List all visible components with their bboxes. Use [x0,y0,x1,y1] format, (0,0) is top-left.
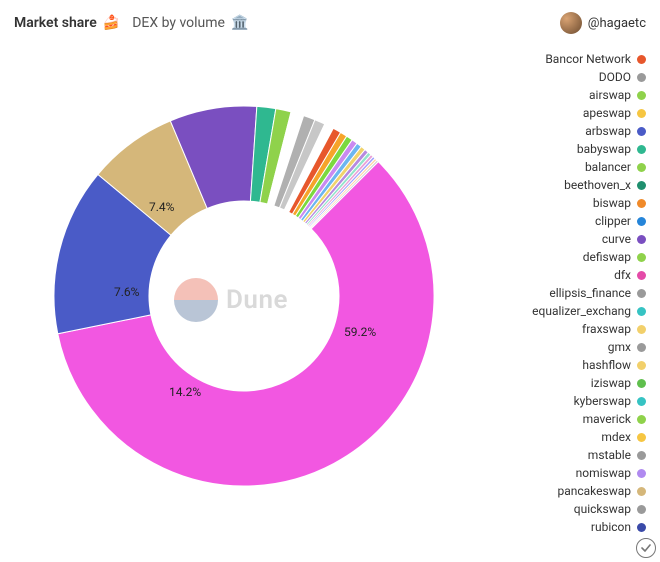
legend-dot-icon [637,415,646,424]
legend-item[interactable]: biswap [496,194,646,212]
legend-label: airswap [589,86,631,104]
legend-dot-icon [637,91,646,100]
legend-dot-icon [637,163,646,172]
legend-dot-icon [637,289,646,298]
legend-label: balancer [585,158,631,176]
author-handle: @hagaetc [588,16,646,31]
legend-dot-icon [637,109,646,118]
legend-dot-icon [637,55,646,64]
legend-dot-icon [637,379,646,388]
legend-item[interactable]: fraxswap [496,320,646,338]
watermark-text: Dune [226,285,288,315]
legend-item[interactable]: equalizer_exchang [496,302,646,320]
legend-label: Bancor Network [545,50,631,68]
legend-item[interactable]: maverick [496,410,646,428]
legend-label: hashflow [582,356,631,374]
legend-item[interactable]: kyberswap [496,392,646,410]
slice-label: 59.2% [344,325,376,339]
legend-label: babyswap [577,140,631,158]
legend-dot-icon [637,505,646,514]
legend-item[interactable]: DODO [496,68,646,86]
legend-label: DODO [599,68,631,86]
legend-item[interactable]: balancer [496,158,646,176]
verified-check-icon [636,538,656,558]
legend-label: biswap [593,194,631,212]
legend-dot-icon [637,181,646,190]
legend-item[interactable]: defiswap [496,248,646,266]
legend-item[interactable]: hashflow [496,356,646,374]
legend-label: mstable [588,446,631,464]
donut-chart: Dune 59.2% 14.2% 7.6% 7.4% [14,46,496,548]
legend-label: arbswap [585,122,631,140]
legend-dot-icon [637,397,646,406]
legend-item[interactable]: quickswap [496,500,646,518]
legend-label: rubicon [591,518,631,536]
legend-item[interactable]: Bancor Network [496,50,646,68]
legend-item[interactable]: curve [496,230,646,248]
slice-label: 14.2% [169,385,201,399]
legend-item[interactable]: nomiswap [496,464,646,482]
legend-dot-icon [637,487,646,496]
legend-dot-icon [637,361,646,370]
legend-label: clipper [595,212,631,230]
bank-icon: 🏛️ [231,15,248,31]
legend-dot-icon [637,73,646,82]
legend-dot-icon [637,469,646,478]
legend-item[interactable]: mdex [496,428,646,446]
legend-label: iziswap [591,374,631,392]
legend-item[interactable]: babyswap [496,140,646,158]
legend-label: fraxswap [582,320,631,338]
author-link[interactable]: @hagaetc [560,12,646,34]
legend-item[interactable]: ellipsis_finance [496,284,646,302]
title-main: Market share [14,15,97,31]
legend-dot-icon [637,307,646,316]
legend-label: quickswap [574,500,631,518]
legend-item[interactable]: arbswap [496,122,646,140]
legend-label: curve [602,230,631,248]
legend-label: dfx [614,266,631,284]
legend-label: apeswap [583,104,631,122]
legend-label: pancakeswap [557,482,631,500]
title-sub: DEX by volume [132,15,225,31]
cake-icon: 🍰 [103,15,120,31]
legend-label: ellipsis_finance [549,284,631,302]
legend-item[interactable]: airswap [496,86,646,104]
legend-label: equalizer_exchang [532,302,631,320]
legend-dot-icon [637,145,646,154]
legend-dot-icon [637,253,646,262]
legend-label: defiswap [583,248,631,266]
legend-item[interactable]: beethoven_x [496,176,646,194]
legend-dot-icon [637,451,646,460]
legend-dot-icon [637,271,646,280]
legend-dot-icon [637,433,646,442]
chart-title: Market share 🍰 DEX by volume 🏛️ [14,15,248,31]
legend-dot-icon [637,523,646,532]
legend-item[interactable]: gmx [496,338,646,356]
legend-label: gmx [608,338,631,356]
legend-label: mdex [601,428,631,446]
legend-item[interactable]: iziswap [496,374,646,392]
legend-label: kyberswap [574,392,631,410]
slice-label: 7.6% [114,285,140,299]
legend-item[interactable]: rubicon [496,518,646,536]
legend-label: nomiswap [576,464,631,482]
dune-watermark-icon [174,278,218,322]
legend-item[interactable]: apeswap [496,104,646,122]
legend-label: beethoven_x [564,176,631,194]
legend-dot-icon [637,235,646,244]
legend: Bancor NetworkDODOairswapapeswaparbswapb… [496,46,646,548]
avatar [560,12,582,34]
legend-dot-icon [637,199,646,208]
legend-item[interactable]: mstable [496,446,646,464]
legend-label: maverick [583,410,631,428]
legend-item[interactable]: pancakeswap [496,482,646,500]
legend-dot-icon [637,127,646,136]
legend-item[interactable]: clipper [496,212,646,230]
legend-dot-icon [637,325,646,334]
slice-label: 7.4% [149,200,175,214]
legend-dot-icon [637,343,646,352]
legend-item[interactable]: dfx [496,266,646,284]
legend-dot-icon [637,217,646,226]
